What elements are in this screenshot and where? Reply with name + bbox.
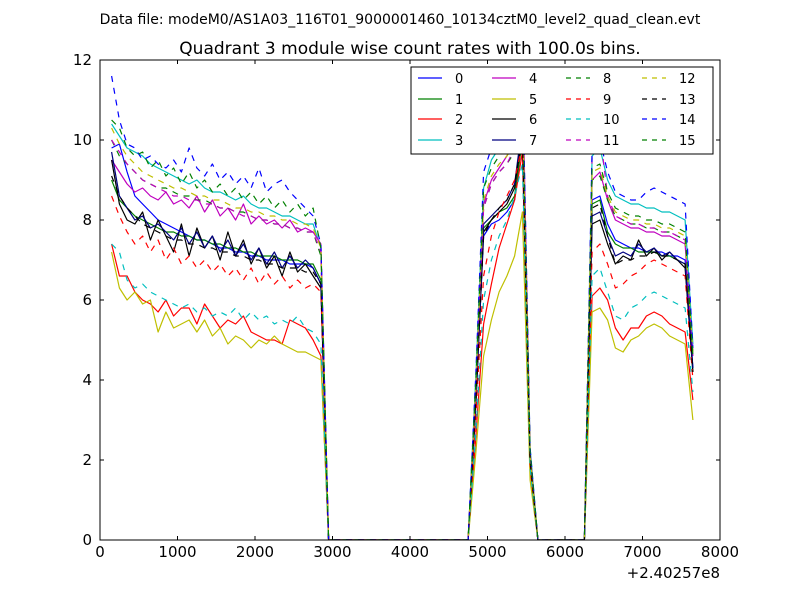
series-line-13 xyxy=(111,135,694,540)
series-line-9 xyxy=(111,143,694,540)
chart-title: Quadrant 3 module wise count rates with … xyxy=(179,39,640,59)
legend-label-10: 10 xyxy=(603,113,620,128)
legend-label-11: 11 xyxy=(603,134,620,149)
series-line-5 xyxy=(111,211,694,540)
series-line-2 xyxy=(111,151,694,540)
series-line-4 xyxy=(111,67,694,540)
legend-label-2: 2 xyxy=(455,113,463,128)
x-tick-label: 2000 xyxy=(236,543,274,561)
y-tick-label: 12 xyxy=(73,51,92,69)
x-tick-label: 5000 xyxy=(468,543,506,561)
legend-label-14: 14 xyxy=(679,113,696,128)
legend-label-13: 13 xyxy=(679,93,696,108)
legend-label-8: 8 xyxy=(603,72,611,87)
figure-suptitle: Data file: modeM0/AS1A03_116T01_90000014… xyxy=(100,12,701,28)
x-tick-label: 6000 xyxy=(546,543,584,561)
x-tick-label: 7000 xyxy=(623,543,661,561)
legend-label-12: 12 xyxy=(679,72,696,87)
y-tick-label: 0 xyxy=(82,531,92,549)
legend-label-6: 6 xyxy=(529,113,537,128)
series-line-8 xyxy=(111,115,694,540)
y-tick-label: 8 xyxy=(82,211,92,229)
series-line-10 xyxy=(111,163,694,540)
x-offset-label: +2.40257e8 xyxy=(627,564,720,582)
x-tick-label: 0 xyxy=(95,543,105,561)
y-tick-label: 10 xyxy=(73,131,92,149)
series-line-15 xyxy=(111,99,694,540)
legend-label-5: 5 xyxy=(529,93,537,108)
legend-label-4: 4 xyxy=(529,72,537,87)
y-tick-label: 6 xyxy=(82,291,92,309)
x-tick-label: 3000 xyxy=(313,543,351,561)
x-tick-label: 1000 xyxy=(158,543,196,561)
x-tick-label: 4000 xyxy=(391,543,429,561)
y-tick-label: 2 xyxy=(82,451,92,469)
legend-label-15: 15 xyxy=(679,134,696,149)
legend-label-9: 9 xyxy=(603,93,611,108)
x-tick-label: 8000 xyxy=(701,543,739,561)
legend-label-1: 1 xyxy=(455,93,463,108)
x-axis: 0 1000 2000 3000 4000 5000 6000 7000 8000 xyxy=(95,60,739,561)
legend-label-3: 3 xyxy=(455,134,463,149)
legend-label-7: 7 xyxy=(529,134,537,149)
series-line-1 xyxy=(111,139,694,540)
legend-label-0: 0 xyxy=(455,72,463,87)
y-tick-label: 4 xyxy=(82,371,92,389)
series-line-12 xyxy=(111,103,694,540)
